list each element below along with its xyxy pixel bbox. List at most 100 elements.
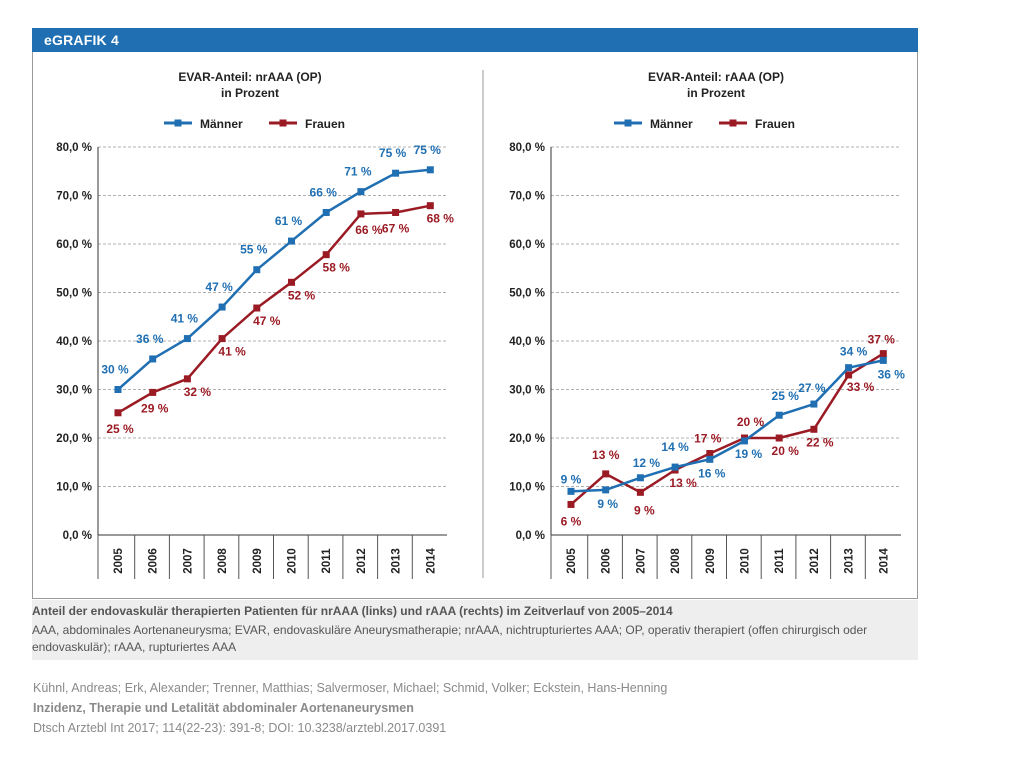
data-label-frauen: 67 % [382, 221, 410, 235]
data-label-maenner: 16 % [698, 466, 726, 480]
chart-title: EVAR-Anteil: nrAAA (OP) [178, 70, 321, 84]
citation-authors: Kühnl, Andreas; Erk, Alexander; Trenner,… [33, 681, 668, 695]
citation-source: Dtsch Arztebl Int 2017; 114(22-23): 391-… [33, 721, 447, 735]
data-label-maenner: 41 % [171, 312, 199, 326]
x-tick-label: 2014 [425, 548, 437, 574]
x-tick-label: 2005 [113, 548, 125, 574]
data-point-maenner [357, 188, 365, 196]
y-tick-label: 0,0 % [516, 530, 545, 542]
data-label-maenner: 25 % [772, 389, 800, 403]
x-tick-label: 2006 [601, 548, 613, 574]
x-tick-label: 2009 [705, 548, 717, 574]
data-point-frauen [567, 500, 575, 508]
data-point-maenner [845, 364, 853, 372]
citation: Kühnl, Andreas; Erk, Alexander; Trenner,… [33, 678, 667, 738]
y-tick-label: 60,0 % [509, 239, 545, 251]
x-tick-label: 2012 [356, 548, 368, 574]
x-tick-label: 2014 [878, 548, 890, 574]
data-label-maenner: 9 % [561, 472, 582, 486]
x-tick-label: 2013 [844, 548, 856, 574]
legend-label: Männer [650, 117, 693, 131]
data-point-frauen [322, 251, 330, 259]
legend-marker [279, 119, 287, 127]
data-point-frauen [183, 375, 191, 383]
caption-text: AAA, abdominales Aortenaneurysma; EVAR, … [32, 623, 868, 654]
chart-nraaa: EVAR-Anteil: nrAAA (OP) in Prozent Männer F… [56, 70, 454, 579]
data-point-maenner [602, 486, 610, 494]
y-tick-label: 60,0 % [56, 239, 92, 251]
data-point-maenner [810, 400, 818, 408]
y-tick-label: 50,0 % [56, 288, 92, 300]
caption-title: Anteil der endovaskulär therapierten Pat… [32, 604, 673, 618]
y-tick-label: 0,0 % [63, 530, 92, 542]
x-tick-label: 2011 [774, 548, 786, 574]
data-label-frauen: 66 % [355, 223, 383, 237]
data-point-frauen [636, 488, 644, 496]
x-tick-label: 2011 [321, 548, 333, 574]
data-label-maenner: 9 % [597, 497, 618, 511]
data-label-frauen: 13 % [592, 448, 620, 462]
y-tick-label: 40,0 % [509, 336, 545, 348]
legend-label: Frauen [755, 117, 795, 131]
data-point-frauen [218, 335, 226, 343]
data-label-frauen: 6 % [561, 514, 582, 528]
data-label-frauen: 41 % [218, 345, 246, 359]
data-point-maenner [671, 463, 679, 471]
chart-subtitle: in Prozent [687, 86, 745, 100]
x-tick-label: 2006 [148, 548, 160, 574]
data-point-frauen [845, 371, 853, 379]
data-point-maenner [706, 455, 714, 463]
caption-band: Anteil der endovaskulär therapierten Pat… [32, 600, 918, 660]
legend-label: Männer [200, 117, 243, 131]
data-point-maenner [879, 356, 887, 364]
data-point-frauen [357, 210, 365, 218]
x-tick-label: 2010 [287, 548, 299, 574]
y-tick-label: 80,0 % [56, 142, 92, 154]
data-label-maenner: 19 % [735, 447, 763, 461]
data-point-maenner [567, 487, 575, 495]
x-tick-label: 2008 [670, 548, 682, 574]
data-point-frauen [879, 350, 887, 358]
data-label-frauen: 20 % [737, 415, 765, 429]
y-tick-label: 50,0 % [509, 288, 545, 300]
chart-title: EVAR-Anteil: rAAA (OP) [648, 70, 784, 84]
data-label-frauen: 68 % [427, 212, 455, 226]
y-tick-label: 20,0 % [509, 433, 545, 445]
data-label-frauen: 52 % [288, 288, 316, 302]
data-label-frauen: 13 % [669, 476, 697, 490]
series-line-frauen [117, 204, 431, 414]
legend-marker [624, 119, 632, 127]
x-tick-label: 2010 [740, 548, 752, 574]
legend-marker [174, 119, 182, 127]
data-label-maenner: 55 % [240, 243, 268, 257]
data-label-frauen: 20 % [772, 444, 800, 458]
data-point-maenner [183, 335, 191, 343]
data-point-frauen [602, 470, 610, 478]
data-label-maenner: 71 % [344, 165, 372, 179]
data-label-maenner: 30 % [101, 363, 129, 377]
figure-header-bar: eGRAFIK 4 [32, 28, 918, 52]
data-point-frauen [253, 304, 261, 312]
chart-subtitle: in Prozent [221, 86, 279, 100]
data-point-frauen [392, 208, 400, 216]
x-tick-label: 2007 [635, 548, 647, 574]
data-label-frauen: 58 % [323, 261, 351, 275]
y-tick-label: 70,0 % [56, 191, 92, 203]
figure-header-title: eGRAFIK 4 [44, 32, 119, 48]
data-point-frauen [288, 278, 295, 286]
data-point-frauen [114, 409, 122, 417]
data-label-frauen: 33 % [847, 380, 875, 394]
x-tick-label: 2013 [391, 548, 403, 574]
y-tick-label: 30,0 % [56, 385, 92, 397]
data-point-maenner [636, 474, 644, 482]
data-point-frauen [810, 425, 818, 433]
x-tick-label: 2009 [252, 548, 264, 574]
data-label-maenner: 34 % [840, 345, 868, 359]
y-tick-label: 10,0 % [56, 482, 92, 494]
data-label-maenner: 27 % [798, 381, 826, 395]
data-label-maenner: 14 % [661, 440, 689, 454]
y-tick-label: 70,0 % [509, 191, 545, 203]
data-label-frauen: 37 % [868, 333, 896, 347]
data-label-maenner: 61 % [275, 214, 303, 228]
